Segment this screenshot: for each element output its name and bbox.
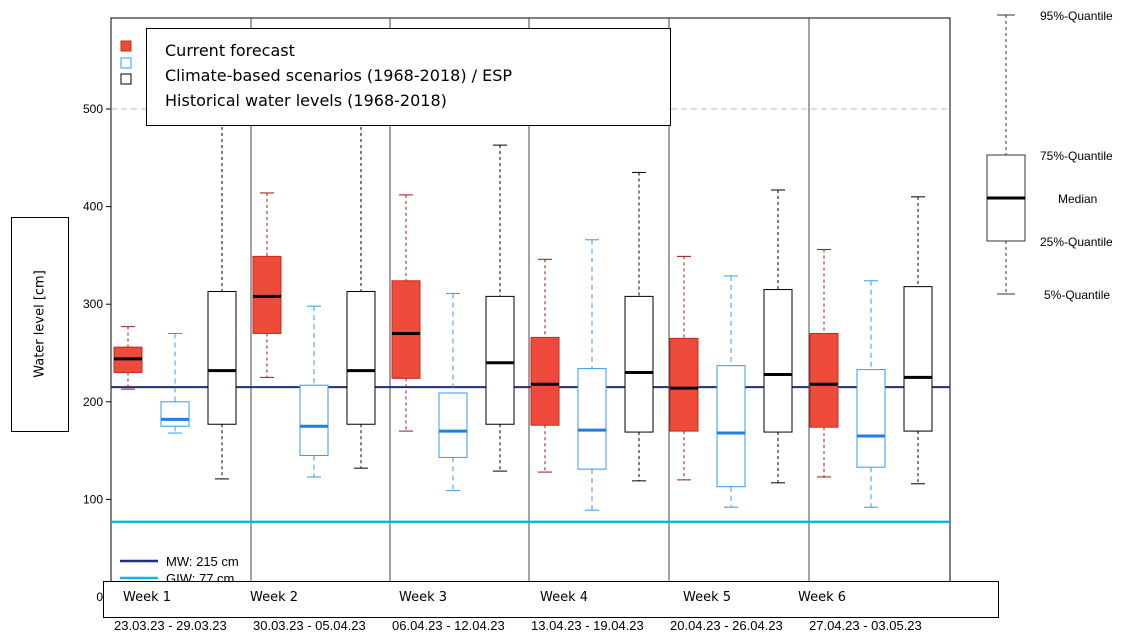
y-tick-label: 500 (83, 102, 103, 116)
date-range-4: 13.04.23 - 19.04.23 (531, 618, 644, 633)
forecast-box (530, 336, 560, 426)
week-label-1: Week 1 (123, 590, 172, 605)
forecast-box (391, 280, 421, 379)
legend-label-forecast: Current forecast (165, 41, 295, 60)
date-range-2: 30.03.23 - 05.04.23 (253, 618, 366, 633)
key-label-q5: 5%-Quantile (1044, 288, 1111, 302)
y-tick-label: 300 (83, 297, 103, 311)
mw-legend-label: MW: 215 cm (166, 554, 239, 569)
legend-label-esp: Climate-based scenarios (1968-2018) / ES… (165, 66, 513, 85)
week-label-box (103, 581, 999, 618)
key-label-q95: 95%-Quantile (1040, 9, 1113, 23)
week-label-2: Week 2 (250, 590, 299, 605)
date-range-1: 23.03.23 - 29.03.23 (114, 618, 227, 633)
y-tick-label: 0 (96, 590, 103, 604)
historical-box (903, 286, 933, 432)
historical-box (763, 289, 793, 433)
week-label-6: Week 6 (798, 590, 847, 605)
date-range-6: 27.04.23 - 03.05.23 (809, 618, 922, 633)
forecast-box (809, 332, 839, 428)
legend-label-historical: Historical water levels (1968-2018) (165, 91, 447, 110)
historical-box (485, 295, 515, 425)
historical-box (207, 291, 237, 425)
legend-swatch (120, 40, 132, 52)
y-axis-label-box (11, 217, 69, 432)
y-axis-label: Water level [cm] (32, 270, 48, 378)
esp-box (716, 365, 746, 488)
date-range-5: 20.04.23 - 26.04.23 (670, 618, 783, 633)
esp-box (160, 401, 190, 427)
y-tick-label: 400 (83, 200, 103, 214)
date-range-3: 06.04.23 - 12.04.23 (392, 618, 505, 633)
forecast-box (669, 337, 699, 432)
week-label-5: Week 5 (683, 590, 732, 605)
y-tick-label: 100 (83, 492, 103, 506)
y-tick-label: 200 (83, 395, 103, 409)
esp-box (577, 368, 607, 470)
legend-box: Current forecast Climate-based scenarios… (146, 28, 671, 126)
week-label-4: Week 4 (540, 590, 589, 605)
esp-box (438, 392, 468, 458)
key-label-q75: 75%-Quantile (1040, 149, 1113, 163)
historical-box (624, 295, 654, 433)
key-label-median: Median (1058, 192, 1098, 206)
key-label-q25: 25%-Quantile (1040, 235, 1113, 249)
historical-box (346, 291, 376, 425)
esp-box (856, 369, 886, 468)
esp-box (299, 384, 329, 456)
legend-swatch (120, 57, 132, 69)
week-label-3: Week 3 (399, 590, 448, 605)
legend-swatch (120, 73, 132, 85)
